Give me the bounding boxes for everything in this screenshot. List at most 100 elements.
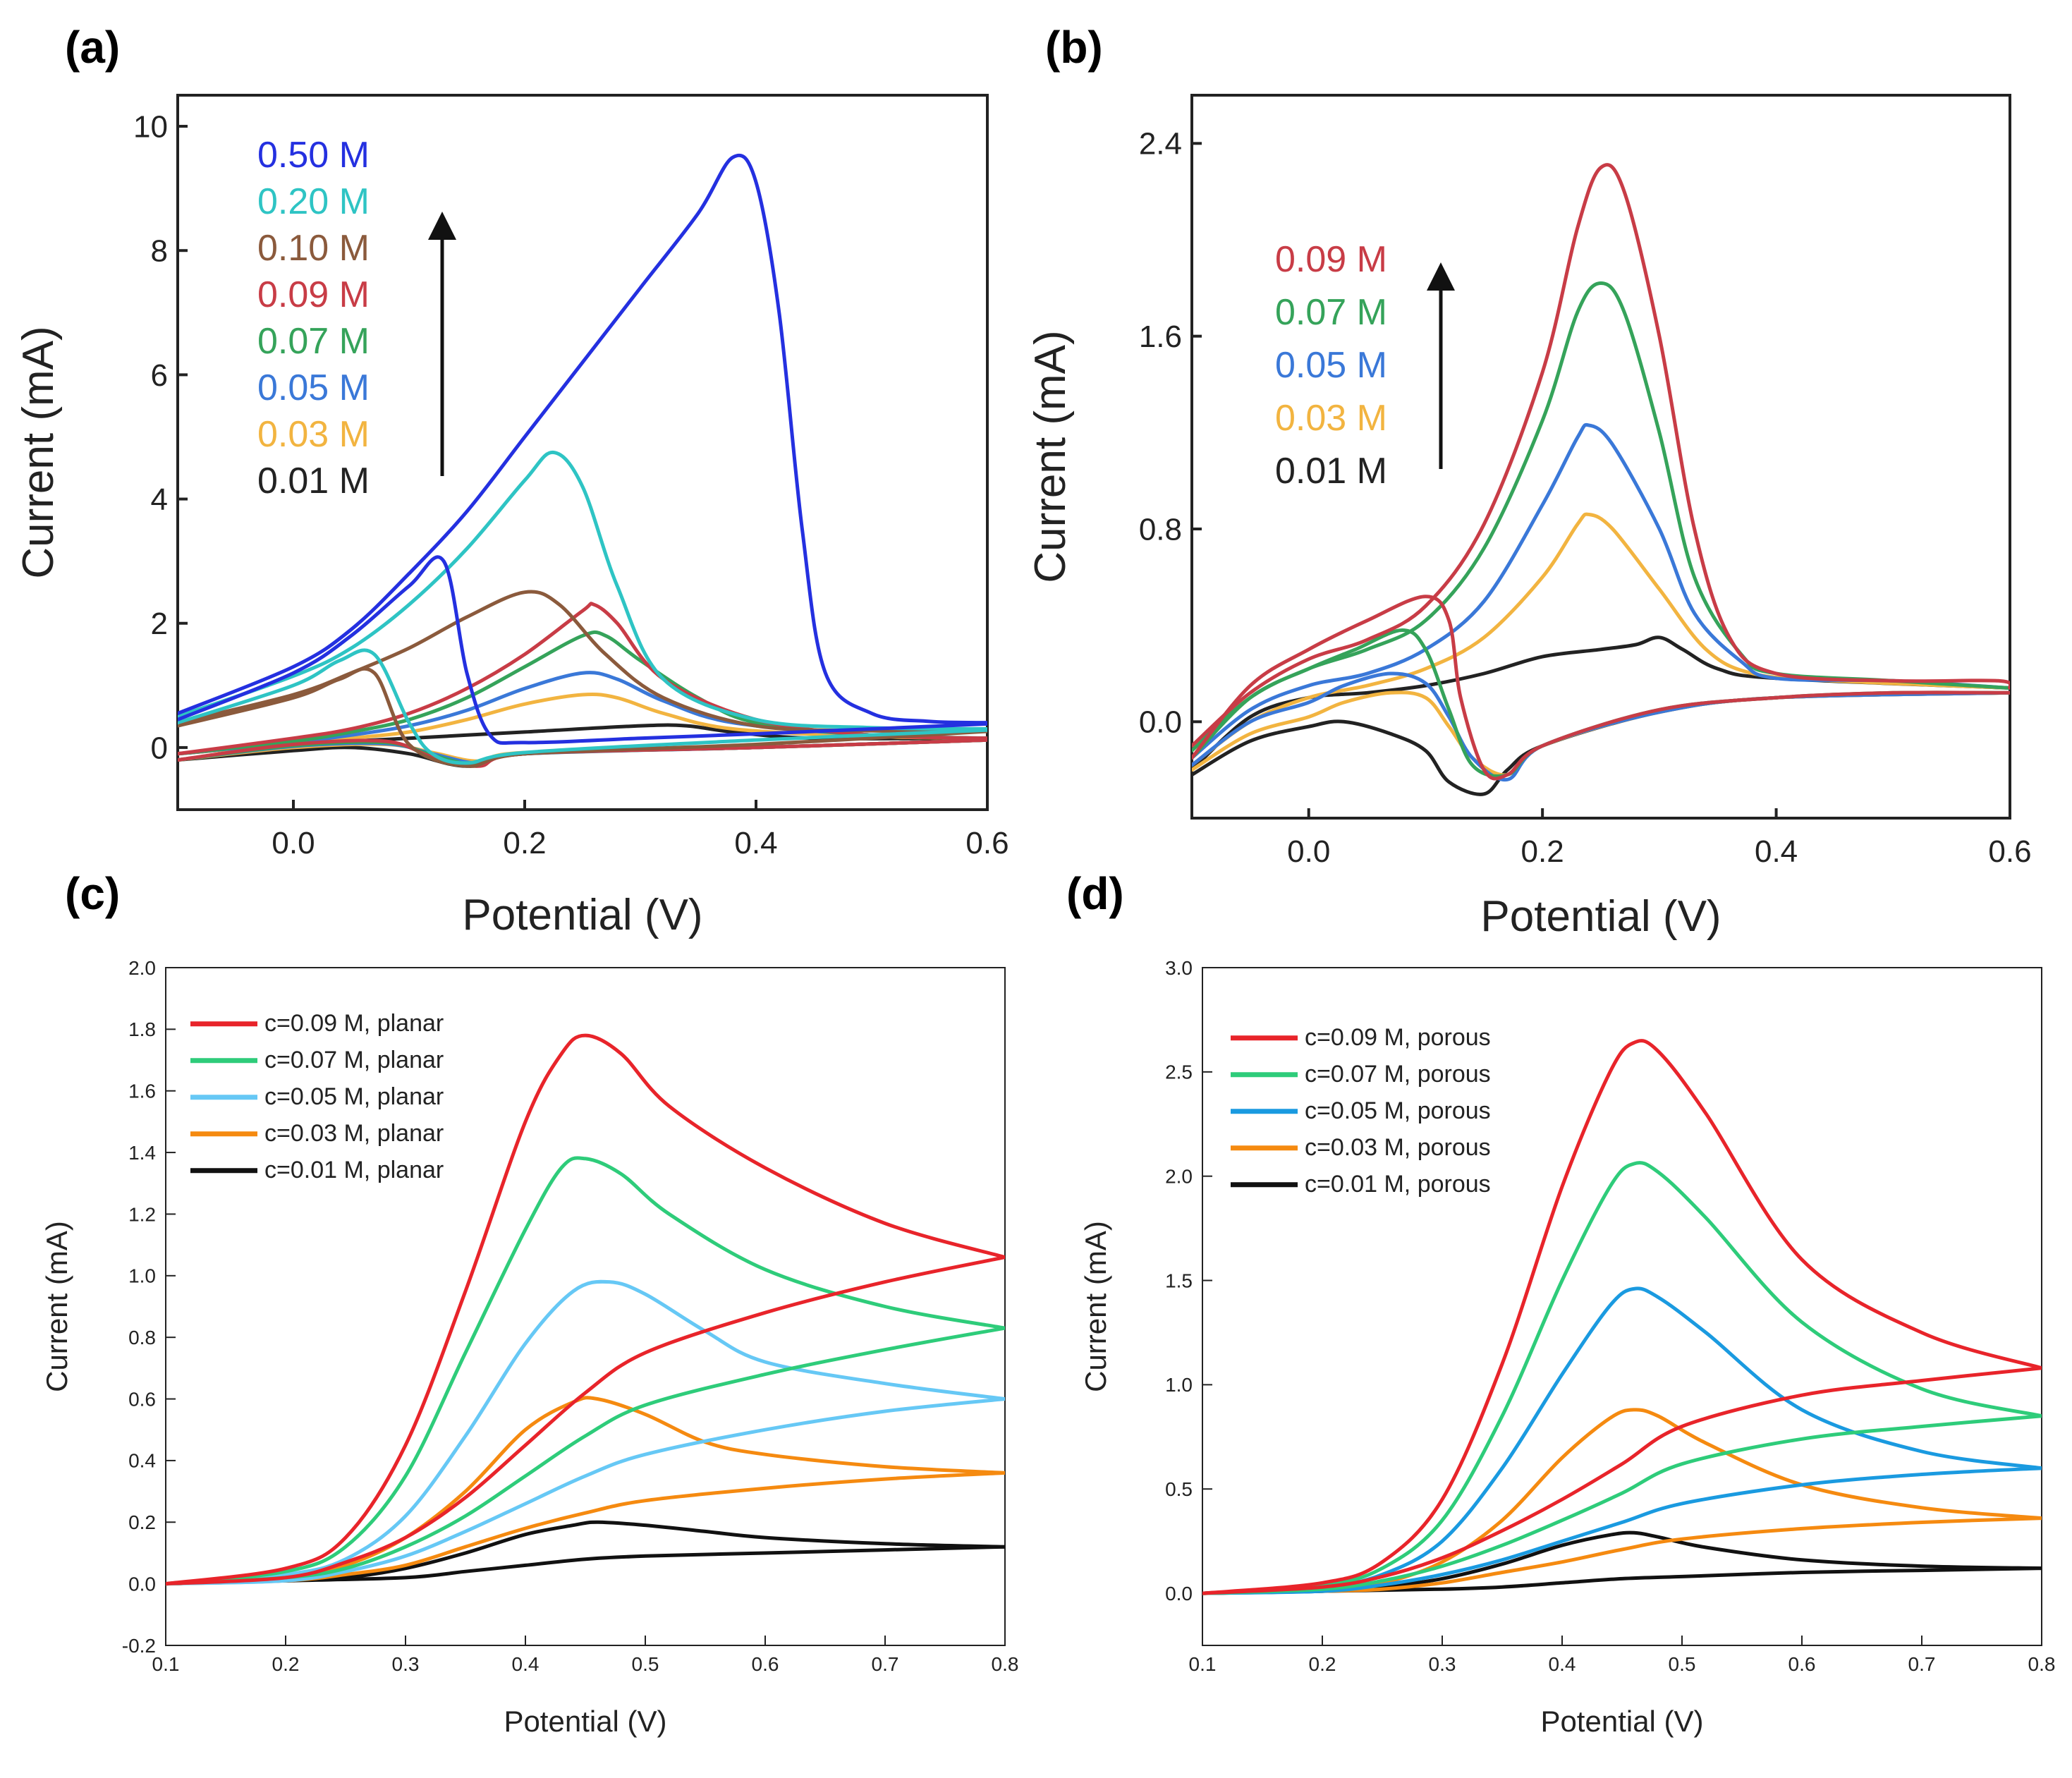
series-line-reverse [178, 555, 987, 745]
series-line-forward [178, 451, 987, 731]
series-line-reverse [1202, 1366, 2042, 1595]
y-tick-label: 2.4 [1139, 127, 1182, 162]
legend-label: 0.50 M [257, 135, 370, 176]
y-tick-label: 0.0 [128, 1573, 156, 1595]
legend-label: 0.07 M [1275, 292, 1387, 333]
y-tick-label: 2 [151, 607, 168, 641]
y-tick-label: 2.0 [1165, 1165, 1193, 1187]
legend-label: c=0.03 M, planar [264, 1120, 444, 1147]
y-tick-label: 6 [151, 358, 168, 393]
panel-b-letter: (b) [1045, 22, 1103, 73]
plot-frame [1190, 94, 2011, 820]
series-line-reverse [1192, 628, 2010, 778]
y-tick-label: 0 [151, 731, 168, 765]
y-axis-label: Current (mA) [1026, 330, 1075, 583]
x-tick-label: 0.6 [1788, 1653, 1816, 1675]
y-tick-label: 0.8 [128, 1327, 156, 1348]
x-tick-label: 0.7 [1908, 1653, 1936, 1675]
x-axis-label: Potential (V) [1480, 892, 1721, 941]
series-line-reverse [178, 666, 987, 769]
y-tick-label: 3.0 [1165, 957, 1193, 979]
x-tick-label: 0.3 [1429, 1653, 1456, 1675]
y-tick-label: 1.5 [1165, 1269, 1193, 1291]
legend: c=0.09 M, planar c=0.07 M, planar c=0.05 M… [190, 1010, 444, 1183]
series-lines [1192, 163, 2010, 796]
x-tick-label: 0.8 [2028, 1653, 2056, 1675]
series-line-reverse [1192, 690, 2010, 777]
y-tick-label: 0.2 [128, 1511, 156, 1533]
series-line-reverse [178, 738, 987, 768]
y-tick-label: 1.4 [128, 1142, 156, 1164]
y-tick-label: 1.0 [1165, 1374, 1193, 1396]
legend: 0.09 M 0.07 M 0.05 M 0.03 M 0.01 M [1275, 239, 1387, 492]
x-tick-label: 0.2 [1309, 1653, 1336, 1675]
series-line-reverse [178, 648, 987, 765]
y-tick-label: 0.4 [128, 1450, 156, 1472]
legend: 0.50 M 0.20 M 0.10 M 0.09 M 0.07 M 0.05 M 0.03… [257, 135, 370, 501]
panel-a-letter: (a) [65, 22, 121, 73]
x-tick-label: 0.0 [1287, 834, 1330, 869]
legend-label: c=0.09 M, porous [1305, 1024, 1491, 1051]
y-tick-label: -0.2 [122, 1635, 156, 1657]
series-lines [1202, 1039, 2042, 1595]
y-tick-label: 0.5 [1165, 1478, 1193, 1500]
series-line-forward [1192, 281, 2010, 753]
chart-panel-a: 0.0 0.2 0.4 0.6 0 2 4 6 8 10 Potential (V) Current … [14, 94, 1009, 939]
y-tick-label: 0.0 [1165, 1583, 1193, 1605]
y-tick-label: 1.0 [128, 1265, 156, 1287]
legend-label: c=0.05 M, porous [1305, 1097, 1491, 1124]
x-tick-label: 0.8 [992, 1653, 1019, 1675]
y-tick-label: 0.6 [128, 1388, 156, 1410]
x-tick-label: 0.2 [272, 1653, 300, 1675]
y-tick-label: 1.2 [128, 1203, 156, 1225]
legend-label: 0.09 M [1275, 239, 1387, 280]
legend-label: 0.05 M [1275, 345, 1387, 386]
legend-label: c=0.01 M, porous [1305, 1171, 1491, 1198]
y-tick-label: 1.8 [128, 1018, 156, 1040]
series-line-forward [178, 153, 987, 725]
legend-label: 0.05 M [257, 367, 370, 408]
series-line-forward [166, 1396, 1005, 1586]
series-line-reverse [166, 1255, 1005, 1586]
plot-frame [1202, 967, 2042, 1646]
y-axis-label: Current (mA) [14, 326, 63, 578]
series-line-reverse [166, 1397, 1005, 1586]
series-line-forward [166, 1156, 1005, 1586]
series-line-reverse [166, 1326, 1005, 1586]
chart-panel-d: 0.1 0.2 0.3 0.4 0.5 0.6 0.7 0.8 0.0 0.5 1.0 1.5 2.0 2… [1079, 957, 2055, 1738]
series-line-forward [1192, 163, 2010, 748]
series-lines [178, 153, 987, 769]
legend-label: 0.20 M [257, 181, 370, 222]
chart-panel-c: 0.1 0.2 0.3 0.4 0.5 0.6 0.7 0.8 -0.2 0.0 0.2 0.4 0.6… [40, 957, 1018, 1738]
series-line-reverse [1202, 1414, 2042, 1595]
legend-label: 0.03 M [257, 414, 370, 455]
legend-label: 0.01 M [257, 461, 370, 501]
x-tick-label: 0.4 [734, 826, 777, 860]
x-tick-label: 0.6 [1988, 834, 2031, 869]
x-tick-label: 0.0 [272, 826, 315, 860]
y-axis-label: Current (mA) [1079, 1221, 1112, 1392]
plot-frame [176, 94, 989, 811]
y-tick-label: 2.0 [128, 957, 156, 979]
legend-label: c=0.09 M, planar [264, 1010, 444, 1037]
series-line-forward [1192, 422, 2010, 760]
arrow-head [428, 212, 456, 240]
series-line-reverse [1202, 1466, 2042, 1595]
y-tick-label: 4 [151, 482, 168, 517]
x-tick-label: 0.3 [392, 1653, 420, 1675]
y-tick-label: 8 [151, 234, 168, 269]
x-tick-label: 0.1 [152, 1653, 180, 1675]
x-tick-label: 0.7 [872, 1653, 899, 1675]
panel-d-letter: (d) [1066, 868, 1124, 919]
x-tick-label: 0.4 [512, 1653, 540, 1675]
x-tick-label: 0.2 [503, 826, 546, 860]
plot-frame [165, 967, 1006, 1646]
x-tick-label: 0.6 [752, 1653, 779, 1675]
legend-label: c=0.01 M, planar [264, 1157, 444, 1183]
series-lines [166, 1033, 1005, 1586]
x-tick-label: 0.5 [1669, 1653, 1696, 1675]
legend-label: 0.10 M [257, 228, 370, 269]
x-tick-label: 0.4 [1755, 834, 1798, 869]
